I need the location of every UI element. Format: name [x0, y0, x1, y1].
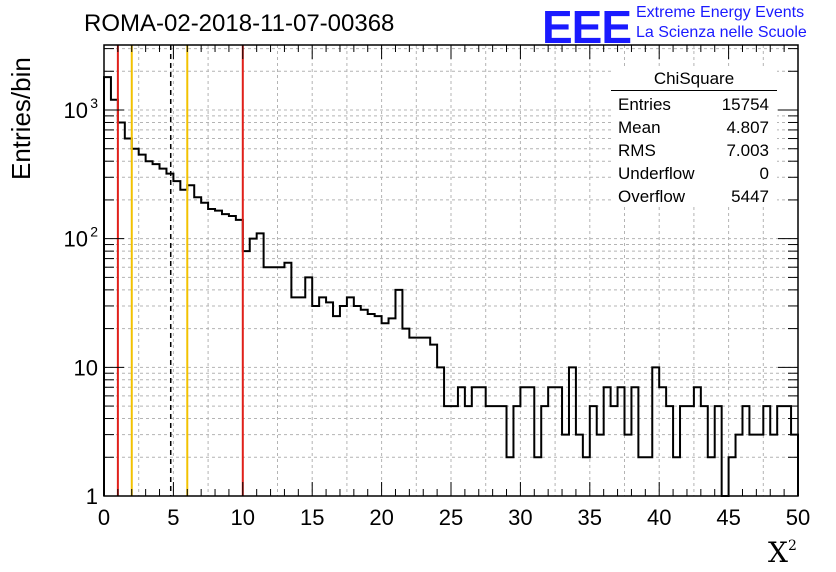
stats-label: Overflow — [618, 187, 686, 206]
eee-logo: EEE — [542, 1, 632, 53]
stats-label: Mean — [618, 118, 661, 137]
stats-label: RMS — [618, 141, 656, 160]
x-tick-label: 20 — [369, 505, 393, 530]
x-tick-label: 30 — [508, 505, 532, 530]
stats-row-underflow: Underflow 0 — [611, 162, 777, 185]
x-tick-label: 45 — [716, 505, 740, 530]
x-axis-label: X2 — [768, 536, 797, 569]
y-tick-label: 10 — [64, 227, 88, 252]
stats-box: ChiSquare Entries 15754 Mean 4.807 RMS 7.00… — [611, 68, 777, 206]
x-tick-label: 50 — [786, 505, 810, 530]
x-tick-label: 35 — [578, 505, 602, 530]
y-tick-label: 1 — [86, 484, 98, 509]
stats-row-mean: Mean 4.807 — [611, 116, 777, 139]
x-tick-label: 15 — [300, 505, 324, 530]
stats-value: 15754 — [721, 95, 769, 114]
stats-label: Underflow — [618, 164, 695, 183]
stats-row-entries: Entries 15754 — [611, 93, 777, 116]
x-tick-label: 40 — [647, 505, 671, 530]
stats-value: 5447 — [731, 187, 769, 206]
x-tick-label: 0 — [98, 505, 110, 530]
stats-title: ChiSquare — [611, 68, 777, 91]
y-tick-label-exp: 2 — [90, 224, 98, 240]
eee-logo-line2: La Scienza nelle Scuole — [636, 24, 807, 41]
x-axis-label-base: X — [768, 536, 788, 569]
stats-row-rms: RMS 7.003 — [611, 139, 777, 162]
stats-value: 4.807 — [726, 118, 769, 137]
y-axis-label: Entries/bin — [6, 57, 36, 180]
x-axis-label-exp: 2 — [787, 538, 797, 554]
stats-row-overflow: Overflow 5447 — [611, 185, 777, 208]
y-ticks — [104, 48, 798, 497]
stats-label: Entries — [618, 95, 671, 114]
run-title: ROMA-02-2018-11-07-00368 — [84, 10, 395, 37]
y-tick-label: 10 — [74, 355, 98, 380]
y-tick-label-exp: 3 — [90, 95, 98, 111]
y-tick-label: 10 — [64, 98, 88, 123]
x-tick-label: 25 — [439, 505, 463, 530]
x-tick-label: 10 — [231, 505, 255, 530]
stats-value: 0 — [759, 164, 769, 183]
histogram-series — [103, 76, 799, 497]
eee-logo-line1: Extreme Energy Events — [636, 4, 805, 21]
stats-value: 7.003 — [726, 141, 769, 160]
x-ticks — [103, 45, 799, 496]
x-tick-label: 5 — [167, 505, 179, 530]
